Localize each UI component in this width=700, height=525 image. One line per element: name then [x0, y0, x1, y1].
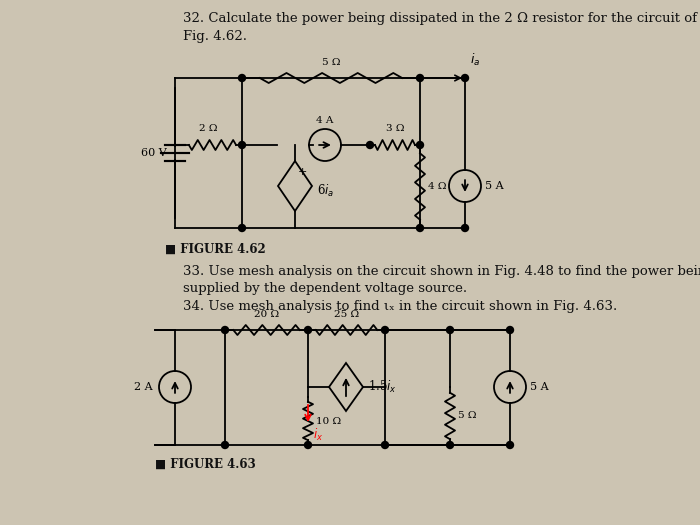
Circle shape — [461, 75, 468, 81]
Circle shape — [447, 327, 454, 333]
Text: 60 V: 60 V — [141, 148, 167, 158]
Circle shape — [304, 327, 312, 333]
Text: 10 Ω: 10 Ω — [316, 416, 341, 425]
Circle shape — [239, 225, 246, 232]
Circle shape — [239, 75, 246, 81]
Circle shape — [239, 142, 246, 149]
Text: 34. Use mesh analysis to find ιₓ in the circuit shown in Fig. 4.63.: 34. Use mesh analysis to find ιₓ in the … — [183, 300, 617, 313]
Text: supplied by the dependent voltage source.: supplied by the dependent voltage source… — [183, 282, 467, 295]
Circle shape — [461, 225, 468, 232]
Circle shape — [447, 442, 454, 448]
Text: +: + — [298, 167, 307, 177]
Text: 2 Ω: 2 Ω — [199, 124, 218, 133]
Text: $i_a$: $i_a$ — [470, 52, 480, 68]
Circle shape — [416, 142, 424, 149]
Text: 20 Ω: 20 Ω — [254, 310, 279, 319]
Text: ■ FIGURE 4.63: ■ FIGURE 4.63 — [155, 458, 256, 471]
Circle shape — [507, 327, 514, 333]
Text: 25 Ω: 25 Ω — [334, 310, 359, 319]
Text: 5 A: 5 A — [530, 382, 549, 392]
Text: 2 A: 2 A — [134, 382, 153, 392]
Text: 33. Use mesh analysis on the circuit shown in Fig. 4.48 to find the power being: 33. Use mesh analysis on the circuit sho… — [183, 265, 700, 278]
Circle shape — [416, 75, 424, 81]
Circle shape — [382, 327, 388, 333]
Text: 6$i_a$: 6$i_a$ — [317, 183, 335, 199]
Circle shape — [304, 442, 312, 448]
Text: $i_x$: $i_x$ — [313, 427, 323, 443]
Text: Fig. 4.62.: Fig. 4.62. — [183, 30, 247, 43]
Text: 4 A: 4 A — [316, 116, 334, 125]
Circle shape — [507, 442, 514, 448]
Circle shape — [367, 142, 374, 149]
Text: 5 A: 5 A — [485, 181, 503, 191]
Text: ■ FIGURE 4.62: ■ FIGURE 4.62 — [165, 243, 266, 256]
Circle shape — [416, 225, 424, 232]
Text: 5 Ω: 5 Ω — [322, 58, 340, 67]
Text: 32. Calculate the power being dissipated in the 2 Ω resistor for the circuit of: 32. Calculate the power being dissipated… — [183, 12, 697, 25]
Text: 5 Ω: 5 Ω — [458, 412, 477, 421]
Circle shape — [382, 442, 388, 448]
Circle shape — [221, 442, 228, 448]
Text: 4 Ω: 4 Ω — [428, 182, 447, 191]
Circle shape — [221, 327, 228, 333]
Text: 1.5$i_x$: 1.5$i_x$ — [368, 379, 397, 395]
Text: 3 Ω: 3 Ω — [386, 124, 405, 133]
